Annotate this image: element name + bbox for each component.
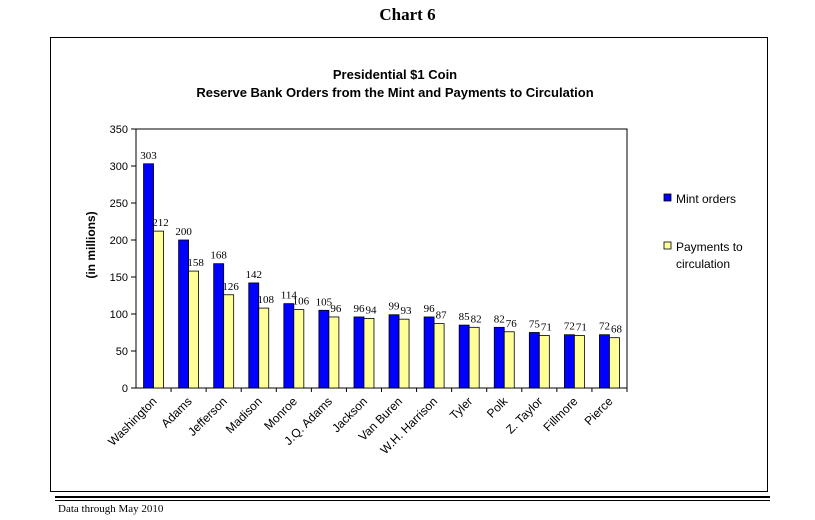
bar-payments (433, 323, 445, 389)
x-tick-label: Z. Taylor (503, 394, 545, 436)
bar-mint-orders (143, 163, 154, 389)
y-tick-label: 50 (116, 346, 128, 358)
data-label-mint-orders: 99 (389, 301, 401, 313)
legend-label-payments-line1: Payments to (676, 240, 743, 254)
bar-payments (363, 318, 375, 389)
y-tick-label: 300 (110, 161, 128, 173)
data-label-mint-orders: 114 (281, 290, 298, 302)
bar-mint-orders (528, 332, 540, 389)
bar-payments (538, 335, 550, 389)
y-axis-label: (in millions) (84, 211, 98, 278)
x-tick-label: Fillmore (540, 394, 580, 434)
data-label-payments: 76 (506, 318, 518, 330)
data-label-payments: 87 (436, 310, 448, 322)
bar-mint-orders (283, 303, 295, 389)
chart-subtitle: Reserve Bank Orders from the Mint and Pa… (196, 85, 593, 100)
bar-mint-orders (493, 326, 505, 389)
bar-payments (503, 331, 515, 389)
bar-payments (293, 309, 305, 389)
data-label-mint-orders: 82 (494, 313, 505, 325)
data-label-mint-orders: 142 (246, 269, 263, 281)
bar-payments (609, 337, 620, 389)
bar-payments (573, 335, 585, 389)
data-label-payments: 71 (576, 321, 587, 333)
data-label-mint-orders: 200 (175, 226, 192, 238)
bar-mint-orders (458, 324, 470, 389)
x-tick-label: Tyler (447, 394, 475, 422)
y-tick-label: 200 (110, 235, 128, 247)
bar-mint-orders (423, 316, 435, 389)
bar-mint-orders (318, 309, 330, 389)
bar-mint-orders (599, 334, 610, 389)
bar-payments (223, 294, 235, 389)
x-tick-label: Polk (484, 394, 511, 421)
data-label-mint-orders: 85 (459, 311, 471, 323)
data-label-payments: 94 (365, 304, 377, 316)
data-label-payments: 96 (330, 303, 342, 315)
footnote: Data through May 2010 (58, 503, 164, 515)
y-tick-label: 350 (110, 124, 128, 136)
y-tick-label: 0 (122, 383, 128, 395)
legend-label-payments-line2: circulation (676, 257, 730, 271)
data-label-payments: 82 (471, 313, 482, 325)
chart-frame (50, 37, 768, 492)
data-label-payments: 71 (541, 321, 552, 333)
data-label-payments: 158 (187, 257, 204, 269)
bar-payments (258, 307, 270, 389)
data-label-payments: 93 (401, 305, 413, 317)
data-label-mint-orders: 96 (353, 303, 365, 315)
footer-rule-thick (55, 496, 770, 498)
data-label-payments: 106 (293, 296, 310, 308)
bar-mint-orders (388, 314, 400, 389)
data-label-mint-orders: 303 (140, 150, 157, 162)
bar-payments (328, 316, 340, 389)
legend-label-mint-orders: Mint orders (676, 192, 736, 206)
data-label-payments: 212 (152, 217, 169, 229)
x-tick-label: Madison (223, 394, 265, 436)
y-tick-label: 100 (110, 309, 128, 321)
data-label-payments: 126 (222, 281, 239, 293)
bar-payments (468, 326, 480, 389)
data-label-mint-orders: 96 (424, 303, 436, 315)
data-label-mint-orders: 75 (529, 319, 541, 331)
legend-swatch-payments (663, 241, 672, 250)
bar-mint-orders (563, 334, 575, 389)
x-tick-label: Pierce (582, 394, 616, 428)
legend-swatch-mint-orders (663, 193, 672, 202)
data-label-mint-orders: 105 (316, 296, 333, 308)
chart-title: Presidential $1 Coin (333, 67, 457, 82)
bar-payments (153, 230, 164, 389)
bar-payments (188, 270, 200, 389)
data-label-mint-orders: 72 (599, 321, 610, 333)
bar-payments (398, 318, 410, 389)
page-title: Chart 6 (379, 5, 436, 24)
x-tick-label: Jefferson (185, 394, 230, 439)
footer-rule-thin (55, 500, 770, 501)
data-label-mint-orders: 72 (564, 321, 575, 333)
data-label-payments: 108 (258, 294, 275, 306)
bar-mint-orders (353, 316, 365, 389)
y-tick-label: 250 (110, 198, 128, 210)
y-tick-label: 150 (110, 272, 128, 284)
data-label-mint-orders: 168 (210, 250, 227, 262)
data-label-payments: 68 (611, 324, 623, 336)
x-tick-label: Washington (105, 394, 159, 448)
